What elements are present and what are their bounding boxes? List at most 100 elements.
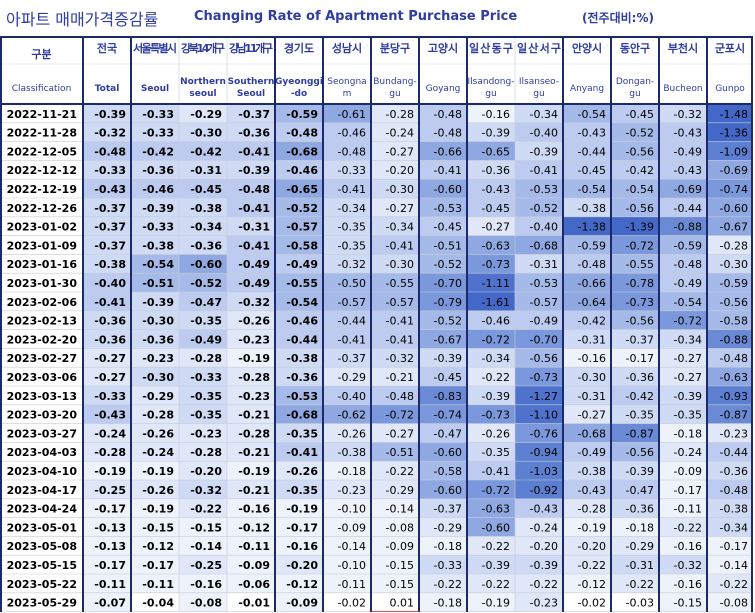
value-label: -0.56 bbox=[626, 446, 654, 459]
value-cell bbox=[275, 536, 323, 556]
value-label: -0.33 bbox=[434, 559, 462, 572]
value-cell bbox=[227, 574, 275, 593]
value-label: -0.44 bbox=[674, 202, 702, 215]
value-label: -1.11 bbox=[482, 277, 510, 290]
value-label: -0.35 bbox=[674, 409, 702, 422]
value-cell bbox=[467, 179, 515, 198]
value-cell bbox=[83, 367, 131, 386]
value-label: -0.18 bbox=[338, 465, 366, 478]
value-label: -0.11 bbox=[238, 540, 270, 553]
value-cell bbox=[179, 310, 227, 330]
value-cell bbox=[467, 198, 515, 217]
value-label: -0.44 bbox=[338, 315, 366, 328]
value-label: -0.27 bbox=[386, 427, 414, 440]
value-label: -0.72 bbox=[674, 315, 702, 328]
value-cell bbox=[131, 329, 179, 349]
value-cell bbox=[659, 574, 707, 593]
value-label: -0.29 bbox=[386, 484, 414, 497]
value-cell bbox=[659, 235, 707, 255]
value-label: -0.30 bbox=[142, 371, 174, 384]
value-cell bbox=[515, 423, 563, 443]
value-cell bbox=[419, 198, 467, 217]
value-cell bbox=[179, 122, 227, 142]
value-label: -0.41 bbox=[94, 296, 126, 309]
value-cell bbox=[707, 442, 753, 462]
date-cell bbox=[0, 367, 83, 386]
value-label: -0.41 bbox=[386, 315, 414, 328]
value-label: -0.14 bbox=[386, 503, 414, 516]
date-cell bbox=[0, 310, 83, 330]
value-label: -0.02 bbox=[338, 597, 366, 610]
value-label: -0.49 bbox=[674, 145, 702, 158]
value-label: -0.39 bbox=[530, 145, 558, 158]
value-label: -0.66 bbox=[434, 145, 462, 158]
value-cell bbox=[611, 423, 659, 443]
value-cell bbox=[563, 367, 611, 386]
value-cell bbox=[323, 216, 371, 236]
value-cell bbox=[659, 216, 707, 236]
value-label: -0.66 bbox=[578, 277, 606, 290]
value-label: -0.29 bbox=[434, 521, 462, 534]
value-label: -0.20 bbox=[286, 559, 318, 572]
value-cell bbox=[419, 141, 467, 161]
value-cell bbox=[179, 536, 227, 556]
value-label: -0.17 bbox=[94, 559, 126, 572]
value-label: -0.18 bbox=[626, 521, 654, 534]
value-label: -0.09 bbox=[674, 465, 702, 478]
value-cell bbox=[515, 367, 563, 386]
value-label: -0.12 bbox=[578, 578, 606, 591]
value-cell bbox=[323, 498, 371, 518]
value-cell bbox=[323, 254, 371, 274]
value-cell bbox=[179, 216, 227, 236]
value-label: -0.36 bbox=[190, 239, 222, 252]
value-cell bbox=[323, 198, 371, 217]
row-date: 2023-02-06 bbox=[7, 296, 78, 309]
value-cell bbox=[419, 555, 467, 574]
value-label: -0.37 bbox=[238, 108, 270, 121]
value-cell bbox=[659, 536, 707, 556]
value-cell bbox=[227, 386, 275, 405]
value-label: -0.36 bbox=[482, 164, 510, 177]
value-label: -0.54 bbox=[286, 296, 318, 309]
value-cell bbox=[467, 141, 515, 161]
value-cell bbox=[659, 329, 707, 349]
value-label: -0.03 bbox=[626, 597, 654, 610]
value-label: -0.28 bbox=[720, 239, 748, 252]
column-header-english: Bundang- bbox=[373, 77, 416, 87]
value-cell bbox=[179, 348, 227, 368]
value-label: -0.47 bbox=[626, 484, 654, 497]
value-cell bbox=[611, 555, 659, 574]
value-cell bbox=[467, 592, 515, 612]
value-label: -0.46 bbox=[482, 315, 510, 328]
value-label: -0.48 bbox=[338, 145, 366, 158]
value-label: -0.34 bbox=[482, 352, 510, 365]
price-change-table: 구분 Classification 전국 Total 서울특별시 Seoul 강북14개구 N… bbox=[0, 36, 755, 612]
value-cell bbox=[227, 592, 275, 612]
value-label: -0.26 bbox=[142, 427, 174, 440]
value-cell bbox=[323, 141, 371, 161]
value-label: -0.35 bbox=[338, 221, 366, 234]
date-cell bbox=[0, 235, 83, 255]
value-cell bbox=[611, 122, 659, 142]
value-cell bbox=[707, 536, 753, 556]
value-cell bbox=[83, 104, 131, 123]
value-label: -0.39 bbox=[94, 108, 126, 121]
value-cell bbox=[467, 254, 515, 274]
value-cell bbox=[659, 517, 707, 537]
value-cell bbox=[611, 461, 659, 480]
value-label: -0.41 bbox=[434, 164, 462, 177]
value-label: -0.78 bbox=[626, 277, 654, 290]
value-label: -0.19 bbox=[142, 503, 174, 516]
value-cell bbox=[83, 498, 131, 518]
value-cell bbox=[371, 592, 419, 612]
value-cell bbox=[131, 292, 179, 311]
value-label: -0.29 bbox=[142, 390, 174, 403]
value-label: -0.11 bbox=[94, 578, 126, 591]
value-label: -0.40 bbox=[530, 221, 558, 234]
value-label: -0.33 bbox=[94, 390, 126, 403]
value-label: -1.09 bbox=[720, 145, 748, 158]
value-label: -0.83 bbox=[434, 390, 462, 403]
value-label: -0.25 bbox=[94, 484, 126, 497]
value-label: -0.70 bbox=[434, 277, 462, 290]
value-cell bbox=[419, 442, 467, 462]
